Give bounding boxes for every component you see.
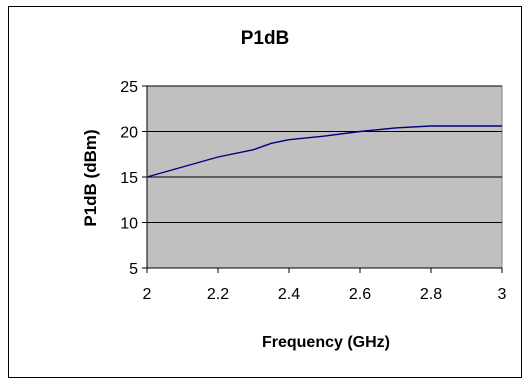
y-tick-label: 5 [129,261,138,278]
series-line [146,125,502,178]
gridlines [147,85,502,223]
x-tick-label: 2.2 [207,286,229,303]
chart-title: P1dB [241,28,290,49]
y-axis-label: P1dB (dBm) [81,129,100,226]
x-tick-label: 2.4 [278,286,300,303]
y-tick-label: 25 [120,79,138,96]
y-tick-label: 10 [120,216,138,233]
series-group [146,125,502,178]
y-tick-label: 20 [120,125,138,142]
x-axis-label: Frequency (GHz) [262,334,390,351]
y-axis-ticks: 5 10 15 20 25 [120,79,147,278]
x-tick-label: 2 [143,286,152,303]
x-tick-label: 3 [498,286,507,303]
x-tick-label: 2.6 [349,286,371,303]
x-axis-ticks: 2 2.2 2.4 2.6 2.8 3 [143,268,507,303]
x-tick-label: 2.8 [420,286,442,303]
y-tick-label: 15 [120,170,138,187]
